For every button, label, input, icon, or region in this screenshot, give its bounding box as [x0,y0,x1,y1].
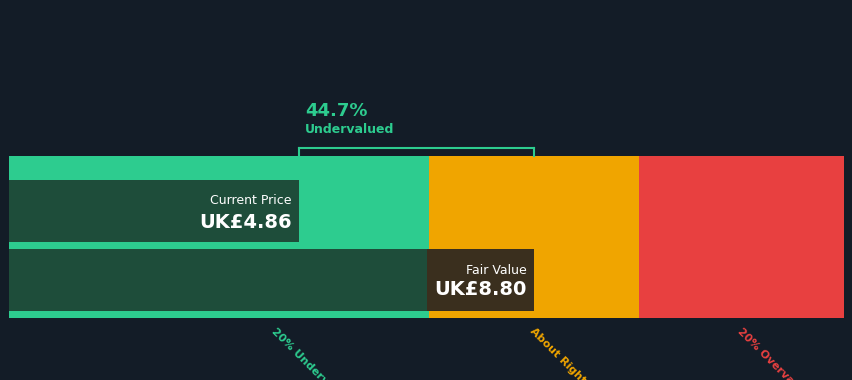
Text: Fair Value: Fair Value [465,264,527,277]
Bar [426,249,533,311]
Text: UK£8.80: UK£8.80 [434,280,527,299]
Bar [298,156,429,180]
Text: UK£4.86: UK£4.86 [199,213,291,232]
Text: 20% Overvalued: 20% Overvalued [735,326,814,380]
Text: Undervalued: Undervalued [304,123,394,136]
Text: Current Price: Current Price [210,193,291,207]
Text: 44.7%: 44.7% [304,103,366,120]
Bar [9,156,298,180]
Bar [9,156,429,318]
Bar [9,249,533,311]
Bar [429,156,638,318]
Bar [9,242,429,249]
Bar [9,311,429,318]
Bar [638,156,843,318]
Bar [9,180,298,242]
Text: 20% Undervalued: 20% Undervalued [269,326,354,380]
Text: About Right: About Right [527,326,587,380]
